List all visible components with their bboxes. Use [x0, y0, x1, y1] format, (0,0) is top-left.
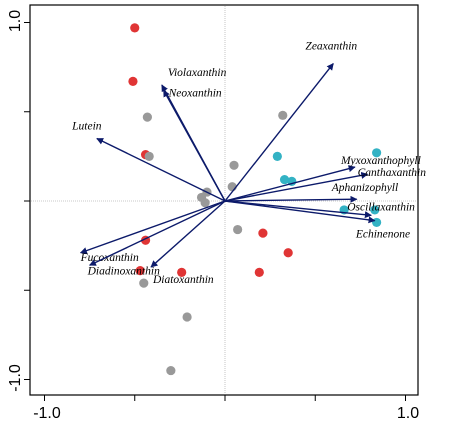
myxoxanthophyll-vector	[224, 165, 356, 202]
x-tick-label-min: -1.0	[33, 405, 61, 422]
y-tick-label-min: -1.0	[7, 364, 24, 392]
gray-sample-point	[142, 112, 152, 122]
red-sample-point	[130, 23, 140, 33]
red-sample-point	[283, 248, 293, 258]
x-tick-label-max: 1.0	[397, 405, 419, 422]
violaxanthin-label: Violaxanthin	[168, 67, 227, 79]
diatoxanthin-label: Diatoxanthin	[152, 274, 214, 286]
cyan-sample-point	[372, 148, 382, 158]
zeaxanthin-vector	[224, 63, 334, 202]
neoxanthin-vector	[163, 89, 226, 202]
gray-sample-point	[200, 198, 210, 208]
cyan-sample-point	[370, 205, 380, 215]
gray-sample-point	[233, 224, 243, 235]
echinenone-label: Echinenone	[355, 229, 410, 241]
canthaxanthin-vector	[224, 171, 369, 202]
gray-sample-point	[182, 312, 192, 322]
axis-ticks	[24, 22, 406, 401]
cyan-sample-point	[272, 151, 282, 161]
myxoxanthophyll-label: Myxoxanthophyll	[340, 155, 421, 167]
fucoxanthin-vector	[79, 200, 226, 254]
oscillaxanthin-label: Oscillaxanthin	[347, 201, 415, 213]
pigment-vectors: Zeaxanthin Violaxanthin Neoxanthin Lutein My…	[71, 41, 426, 286]
aphanizophyll-vector	[224, 195, 358, 203]
cyan-sample-point	[279, 174, 290, 185]
zeaxanthin-label: Zeaxanthin	[305, 41, 357, 53]
red-sample-point	[177, 267, 187, 277]
sample-points	[128, 23, 382, 376]
red-sample-point	[254, 267, 264, 277]
diadinoxanthin-vector	[88, 200, 226, 266]
red-sample-point	[258, 228, 268, 238]
plot-frame	[29, 4, 419, 396]
gray-sample-point	[166, 365, 176, 376]
gray-sample-point	[139, 278, 149, 288]
gray-sample-point	[278, 110, 288, 120]
y-tick-label-max: 1.0	[7, 10, 24, 32]
cyan-sample-point	[372, 217, 382, 228]
oscillaxanthin-vector	[224, 200, 372, 219]
gray-sample-point	[144, 151, 154, 161]
aphanizophyll-label: Aphanizophyll	[331, 182, 398, 194]
lutein-vector	[96, 137, 226, 202]
fucoxanthin-label: Fucoxanthin	[80, 252, 139, 264]
neoxanthin-label: Neoxanthin	[168, 87, 222, 99]
lutein-label: Lutein	[71, 121, 102, 133]
red-sample-point	[128, 76, 138, 87]
red-sample-point	[135, 266, 145, 276]
echinenone-vector	[224, 200, 376, 224]
diatoxanthin-vector	[150, 200, 226, 268]
diadinoxanthin-label: Diadinoxanthin	[87, 265, 160, 277]
canthaxanthin-label: Canthaxanthin	[358, 167, 427, 179]
gray-sample-point	[229, 160, 239, 170]
